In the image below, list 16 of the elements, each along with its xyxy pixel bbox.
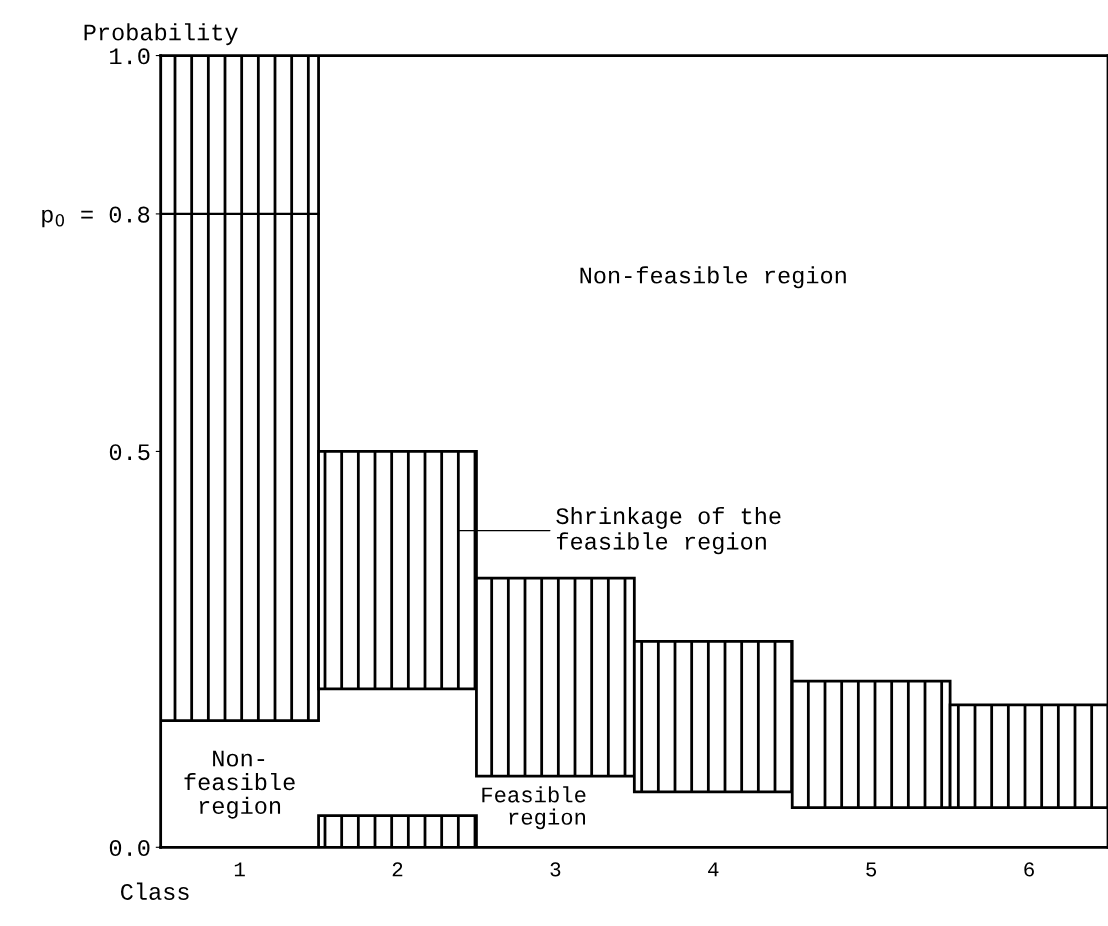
annotation: Feasible region: [482, 786, 586, 830]
annotation: Non- feasible region: [184, 750, 295, 819]
y-tick-label: 0.5: [109, 444, 150, 461]
annotation: Shrinkage of the feasible region: [556, 506, 781, 555]
x-tick-label: 6: [1024, 862, 1034, 877]
y-tick-label: 1.0: [110, 48, 150, 65]
x-tick-label: 5: [866, 862, 877, 877]
x-tick-label: 3: [550, 862, 561, 877]
y-axis-title: Probability: [84, 23, 238, 46]
x-axis-title: Class: [121, 882, 189, 900]
y-tick-label: p$_{0}$ = 0.8: [42, 206, 150, 228]
annotation: Non-feasible region: [580, 266, 846, 289]
x-tick-label: 2: [392, 862, 403, 877]
y-tick-label: 0.0: [109, 840, 150, 857]
x-tick-label: 1: [234, 862, 245, 877]
x-tick-label: 4: [708, 862, 719, 877]
